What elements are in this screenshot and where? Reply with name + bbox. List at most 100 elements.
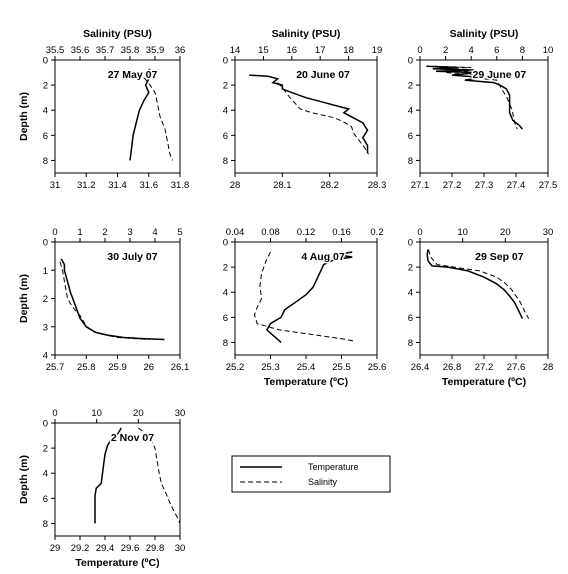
temperature-tick-label: 25.7 [46, 362, 65, 373]
depth-tick-label: 4 [408, 288, 413, 299]
depth-tick-label: 6 [408, 131, 413, 142]
temperature-tick-label: 27.1 [411, 180, 430, 191]
salinity-tick-label: 0.16 [332, 227, 351, 238]
salinity-axis-title: Salinity (PSU) [450, 28, 519, 40]
salinity-tick-label: 4 [469, 45, 474, 56]
temperature-tick-label: 25.2 [226, 362, 245, 373]
legend-temperature-label: Temperature [308, 462, 359, 472]
salinity-tick-label: 20 [133, 408, 144, 419]
salinity-tick-label: 19 [372, 45, 383, 56]
depth-tick-label: 4 [223, 288, 228, 299]
salinity-tick-label: 16 [287, 45, 298, 56]
temperature-tick-label: 27.2 [443, 180, 462, 191]
salinity-tick-label: 2 [102, 227, 107, 238]
salinity-tick-label: 0 [52, 227, 57, 238]
temperature-tick-label: 26.1 [171, 362, 190, 373]
depth-tick-label: 8 [223, 338, 228, 349]
depth-tick-label: 6 [223, 131, 228, 142]
temperature-tick-label: 25.8 [77, 362, 96, 373]
depth-tick-label: 2 [43, 444, 48, 455]
legend: Temperature Salinity [231, 455, 391, 493]
depth-tick-label: 8 [43, 156, 48, 167]
panel-title: 29 Sep 07 [475, 251, 524, 263]
depth-tick-label: 6 [223, 313, 228, 324]
salinity-tick-label: 0 [52, 408, 57, 419]
depth-tick-label: 1 [43, 266, 48, 277]
panel-title: 4 Aug 07 [301, 251, 345, 263]
temperature-tick-label: 29.2 [71, 543, 90, 554]
salinity-tick-label: 5 [177, 227, 182, 238]
temperature-tick-label: 29.8 [146, 543, 165, 554]
salinity-tick-label: 0 [417, 45, 422, 56]
salinity-line [428, 249, 530, 319]
panel-5: 25.2 25.3 25.4 25.5 25.6 0.04 0.08 0.12 0.16 0.2 0… [223, 227, 387, 388]
depth-tick-label: 6 [408, 313, 413, 324]
depth-axis-title: Depth (m) [18, 92, 30, 141]
panel-title: 30 July 07 [107, 251, 157, 263]
temperature-tick-label: 31.2 [77, 180, 96, 191]
figure-panels: 31 31.2 31.4 31.6 31.835.5 35.6 35.7 35.8 35.9 36… [18, 28, 557, 569]
temperature-tick-label: 25.3 [261, 362, 280, 373]
panel-title: 27 May 07 [108, 69, 158, 81]
depth-tick-label: 4 [43, 106, 48, 117]
salinity-tick-label: 35.5 [46, 45, 65, 56]
panel-title: 29 June 07 [473, 69, 527, 81]
salinity-tick-label: 36 [175, 45, 186, 56]
panel-7: 29 29.2 29.4 29.6 29.8 30 0 10 20 30 0 2 4 6 8 Temperat… [18, 408, 185, 569]
plot-frame [234, 59, 378, 174]
depth-tick-label: 2 [223, 263, 228, 274]
temperature-line [265, 251, 353, 343]
salinity-tick-label: 18 [343, 45, 354, 56]
depth-axis-title: Depth (m) [18, 455, 30, 504]
temperature-tick-label: 28.2 [320, 180, 339, 191]
salinity-tick-label: 17 [315, 45, 326, 56]
temperature-tick-label: 28.3 [368, 180, 387, 191]
salinity-tick-label: 0.2 [370, 227, 383, 238]
salinity-tick-label: 20 [500, 227, 511, 238]
panel-4: 25.7 25.8 25.9 26 26.1 0 1 2 3 4 5 0 1 2 3 4 Depth (m) 30… [18, 227, 189, 373]
salinity-tick-label: 30 [175, 408, 186, 419]
depth-tick-label: 0 [408, 56, 413, 67]
temperature-tick-label: 27.4 [507, 180, 526, 191]
temperature-tick-label: 30 [175, 543, 186, 554]
depth-tick-label: 8 [408, 338, 413, 349]
temperature-line [60, 258, 165, 341]
salinity-tick-label: 14 [230, 45, 241, 56]
salinity-tick-label: 10 [91, 408, 102, 419]
salinity-tick-label: 35.6 [71, 45, 90, 56]
salinity-tick-label: 4 [152, 227, 157, 238]
panel-2: 28 28.1 28.2 28.3 14 15 16 17 18 19 0 2 4 6 8 Salinity … [223, 28, 387, 191]
salinity-line [253, 251, 355, 342]
temperature-line [129, 68, 153, 161]
temperature-line [94, 427, 122, 524]
depth-tick-label: 0 [43, 56, 48, 67]
depth-tick-label: 2 [408, 81, 413, 92]
temperature-tick-label: 27.2 [475, 362, 494, 373]
salinity-tick-label: 0.12 [297, 227, 316, 238]
salinity-tick-label: 0.08 [261, 227, 280, 238]
salinity-line [277, 82, 369, 155]
depth-tick-label: 2 [43, 294, 48, 305]
temperature-tick-label: 25.4 [297, 362, 316, 373]
salinity-tick-label: 0 [417, 227, 422, 238]
temperature-tick-label: 29 [50, 543, 61, 554]
salinity-tick-label: 35.7 [96, 45, 115, 56]
depth-tick-label: 0 [223, 238, 228, 249]
depth-tick-label: 0 [408, 238, 413, 249]
depth-tick-label: 6 [43, 494, 48, 505]
depth-tick-label: 8 [43, 519, 48, 530]
depth-tick-label: 4 [408, 106, 413, 117]
temperature-axis-title: Temperature (ºC) [75, 557, 159, 569]
depth-tick-label: 2 [408, 263, 413, 274]
temperature-tick-label: 27.5 [539, 180, 558, 191]
salinity-tick-label: 35.9 [146, 45, 165, 56]
salinity-line [138, 427, 181, 524]
salinity-line [59, 261, 151, 340]
depth-tick-label: 3 [43, 322, 48, 333]
temperature-tick-label: 25.5 [332, 362, 351, 373]
salinity-tick-label: 35.8 [121, 45, 140, 56]
legend-salinity-label: Salinity [308, 477, 338, 487]
salinity-tick-label: 0.04 [226, 227, 245, 238]
temperature-tick-label: 31 [50, 180, 61, 191]
